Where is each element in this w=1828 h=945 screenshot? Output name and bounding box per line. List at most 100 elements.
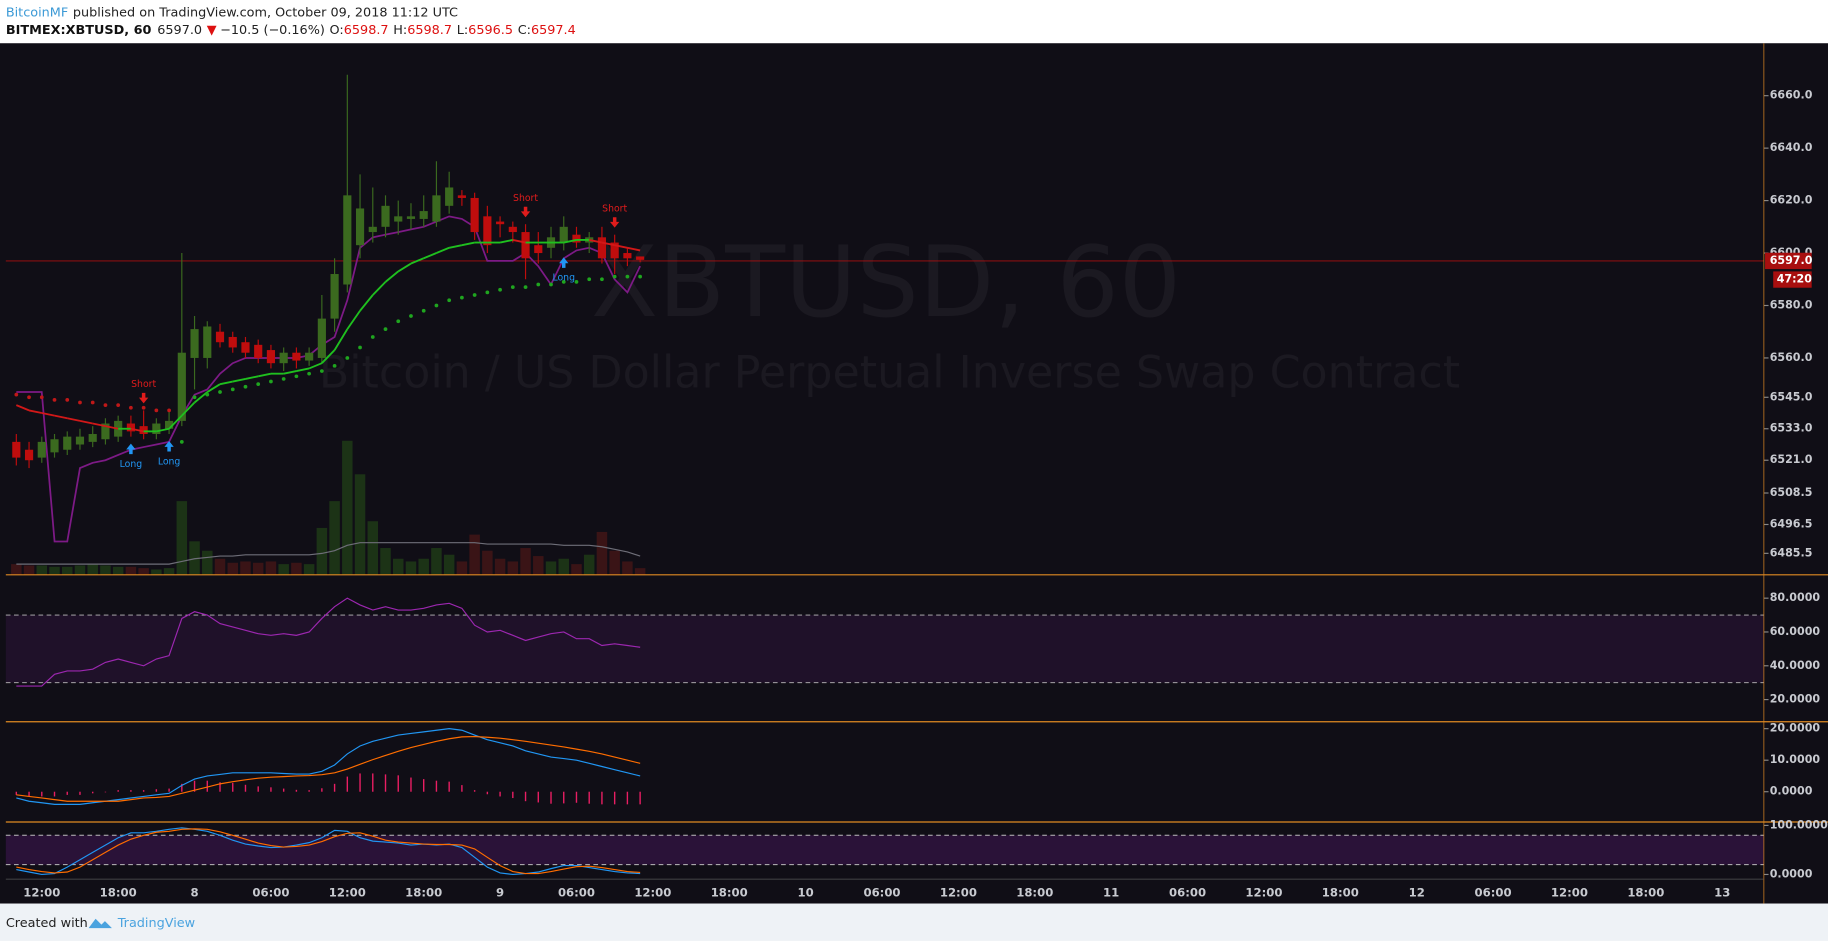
candle-body (406, 216, 416, 219)
volume-bar (545, 561, 557, 575)
ma-segment (372, 281, 387, 296)
ma-segment (321, 349, 336, 364)
sar-dot (154, 408, 159, 413)
x-tick-label: 11 (1103, 886, 1119, 900)
candle-body (559, 226, 568, 243)
ma-segment (283, 370, 297, 375)
y-tick-label: 6508.5 (1770, 486, 1813, 499)
author[interactable]: BitcoinMF (6, 5, 68, 20)
volume-bar (342, 440, 353, 575)
candle-body (24, 449, 34, 461)
volume-bar (265, 561, 277, 575)
candle-body (394, 216, 403, 222)
volume-bar (100, 565, 111, 575)
x-tick-label: 06:00 (558, 886, 595, 900)
footer-bg (0, 903, 1828, 941)
candle-body (215, 331, 225, 343)
sar-dot (460, 295, 464, 300)
volume-bar (494, 558, 506, 575)
volume-bar (571, 564, 582, 575)
histogram-bar (524, 791, 527, 802)
x-tick-label: 9 (496, 886, 504, 900)
chart-bg (0, 43, 1828, 904)
histogram-bar (512, 791, 514, 799)
tv-logo (88, 918, 112, 929)
y-tick-label: 6496.5 (1770, 517, 1813, 530)
ohlc: O:6598.7 H:6598.7 L:6596.5 C:6597.4 (330, 23, 576, 38)
y-tick-label: 100.0000 (1770, 818, 1828, 831)
ma-segment (589, 239, 603, 244)
y-tick-label: 60.0000 (1770, 625, 1821, 638)
sar-dot (549, 282, 553, 287)
y-tick-label: 6640.0 (1770, 141, 1813, 154)
sar-dot (230, 387, 235, 392)
symbol: BITMEX:XBTUSD, 60 (6, 23, 152, 38)
sar-dot (294, 374, 299, 379)
sar-dot (472, 293, 477, 297)
ma-segment (499, 239, 514, 244)
indicator-line (16, 828, 641, 875)
x-tick-label: 12:00 (329, 886, 366, 900)
header-bg (0, 0, 1828, 44)
ma-segment (67, 417, 81, 422)
ma-segment (28, 409, 42, 414)
y-tick-label: 6485.5 (1770, 546, 1813, 559)
countdown: 47:20 (1777, 273, 1813, 286)
sar-dot (129, 405, 133, 410)
volume-bar (456, 561, 468, 575)
histogram-bar (181, 783, 183, 792)
sar-dot (27, 395, 31, 400)
candle-body (381, 205, 390, 227)
volume-bar (482, 550, 493, 575)
volume-bar (138, 568, 149, 575)
histogram-bar (193, 780, 196, 792)
ma-segment (359, 294, 374, 312)
candle-body (266, 350, 276, 364)
ma-segment (614, 244, 628, 249)
ma-segment (232, 378, 246, 383)
histogram-bar (219, 782, 221, 792)
histogram-bar (359, 773, 361, 792)
sar-dot (447, 298, 452, 303)
candle-body (139, 426, 148, 435)
footer-brand[interactable]: TradingView (117, 916, 195, 931)
sar-dot (78, 400, 82, 405)
histogram-bar (537, 791, 539, 803)
y-tick-label: 6620.0 (1770, 194, 1813, 207)
ma-segment (130, 427, 144, 433)
ma-segment (168, 414, 183, 430)
sar-dot (600, 277, 604, 282)
header-line-2: BITMEX:XBTUSD, 60 6597.0 ▼ −10.5 (−0.16%) O:… (6, 23, 576, 38)
countdown-box (1773, 271, 1812, 288)
y-tick-label: 6560.0 (1770, 351, 1813, 364)
ma-segment (54, 414, 68, 420)
y-tick-label: 6533.0 (1770, 422, 1813, 435)
band-fill (5, 615, 1764, 683)
ma-segment (206, 383, 221, 393)
ma-segment (193, 391, 208, 404)
sar-dot (141, 405, 146, 410)
histogram-bar (232, 782, 234, 792)
volume-bar (202, 550, 213, 575)
y-tick-label: 20.0000 (1770, 722, 1821, 735)
sar-dot (281, 377, 286, 381)
volume-bar (558, 558, 569, 575)
channel-line (16, 215, 641, 543)
histogram-bar (308, 790, 310, 792)
sar-dot (205, 392, 210, 397)
ohlc-label: H: (393, 23, 407, 38)
volume-bar (74, 565, 86, 575)
volume-bar (418, 558, 429, 575)
candle-body (496, 221, 505, 225)
x-tick-label: 12:00 (23, 886, 60, 900)
sar-dot (103, 403, 108, 408)
short-arrow (138, 392, 149, 404)
histogram-bar (41, 791, 43, 797)
signal-label: Short (602, 203, 627, 214)
sar-dot (561, 280, 566, 284)
candle-body (343, 195, 352, 285)
volume-bar (163, 568, 175, 575)
candle-body (521, 232, 530, 259)
candle-body (190, 329, 199, 358)
